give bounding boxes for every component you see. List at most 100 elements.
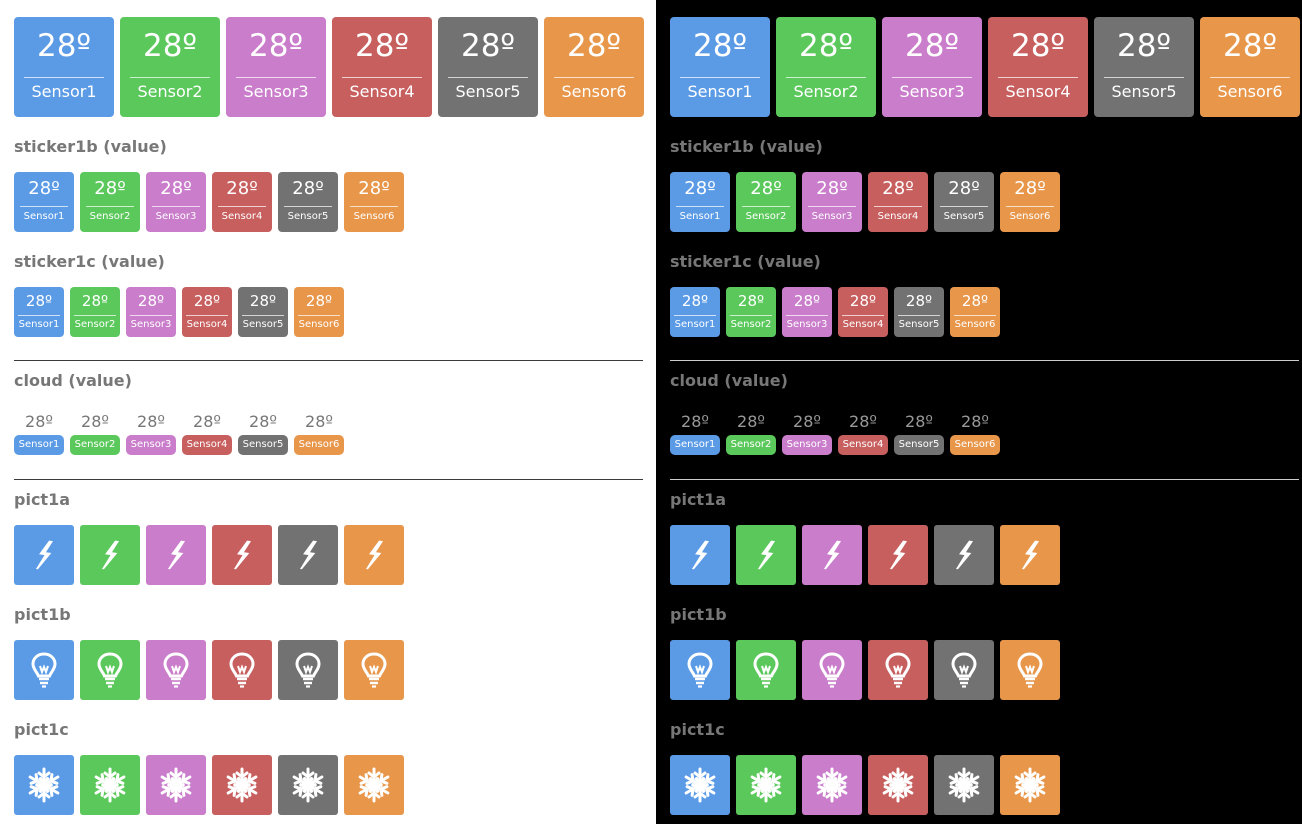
value-divider bbox=[730, 315, 772, 316]
value-divider bbox=[892, 77, 972, 78]
sensor-label: Sensor5 bbox=[455, 82, 521, 101]
value-divider bbox=[898, 315, 940, 316]
sticker1c-tile: 28º Sensor2 bbox=[726, 287, 776, 337]
sensor-value: 28º bbox=[137, 412, 165, 431]
snowflake-icon bbox=[26, 767, 62, 803]
sensor-value: 28º bbox=[905, 412, 933, 431]
sensor-value: 28º bbox=[750, 178, 782, 199]
pict1c-tile bbox=[736, 755, 796, 815]
sensor-label: Sensor1 bbox=[670, 435, 720, 455]
pict1b-tile bbox=[934, 640, 994, 700]
sensor-label: Sensor5 bbox=[242, 319, 284, 330]
sensor-label: Sensor1 bbox=[23, 211, 65, 222]
snowflake-icon bbox=[1012, 767, 1048, 803]
sticker1c-tile: 28º Sensor2 bbox=[70, 287, 120, 337]
sticker1a-tile: 28º Sensor1 bbox=[14, 17, 114, 117]
light-bulb-icon bbox=[359, 651, 389, 689]
sticker1b-row: 28º Sensor1 28º Sensor2 28º Sensor3 28º Sensor4… bbox=[670, 172, 1066, 232]
sticker1c-tile: 28º Sensor5 bbox=[894, 287, 944, 337]
value-divider bbox=[998, 77, 1078, 78]
sticker1a-tile: 28º Sensor3 bbox=[882, 17, 982, 117]
lightning-icon bbox=[95, 538, 125, 572]
value-divider bbox=[74, 315, 116, 316]
pict1c-heading: pict1c bbox=[14, 720, 69, 739]
pict1c-row bbox=[670, 755, 1066, 815]
sensor-value: 28º bbox=[798, 28, 854, 64]
sensor-label: Sensor4 bbox=[221, 211, 263, 222]
sticker1a-tile: 28º Sensor5 bbox=[1094, 17, 1194, 117]
sensor-value: 28º bbox=[882, 178, 914, 199]
value-divider bbox=[298, 315, 340, 316]
sensor-label: Sensor3 bbox=[899, 82, 965, 101]
value-divider bbox=[350, 206, 398, 207]
cloud-row: 28º Sensor1 28º Sensor2 28º Sensor3 28º Sensor4… bbox=[670, 413, 1006, 455]
sticker1a-tile: 28º Sensor4 bbox=[988, 17, 1088, 117]
sensor-value: 28º bbox=[793, 412, 821, 431]
value-divider bbox=[874, 206, 922, 207]
pict1a-tile bbox=[344, 525, 404, 585]
pict1c-tile bbox=[934, 755, 994, 815]
sensor-label: Sensor2 bbox=[89, 211, 131, 222]
snowflake-icon bbox=[224, 767, 260, 803]
lightning-icon bbox=[1015, 538, 1045, 572]
pict1b-tile bbox=[344, 640, 404, 700]
lightning-icon bbox=[293, 538, 323, 572]
sensor-value: 28º bbox=[1010, 28, 1066, 64]
sticker1a-tile: 28º Sensor2 bbox=[120, 17, 220, 117]
lightning-icon bbox=[161, 538, 191, 572]
cloud-tile: 28º Sensor2 bbox=[726, 413, 776, 455]
sensor-label: Sensor6 bbox=[950, 435, 1000, 455]
pict1b-tile bbox=[212, 640, 272, 700]
sensor-value: 28º bbox=[358, 178, 390, 199]
sticker1c-heading: sticker1c (value) bbox=[14, 252, 165, 271]
dark-theme-panel: 28º Sensor1 28º Sensor2 28º Sensor3 28º Sensor4… bbox=[656, 0, 1302, 824]
snowflake-icon bbox=[682, 767, 718, 803]
value-divider bbox=[448, 77, 528, 78]
sensor-value: 28º bbox=[737, 292, 765, 310]
pict1a-tile bbox=[736, 525, 796, 585]
sensor-label: Sensor3 bbox=[126, 435, 176, 455]
value-divider bbox=[152, 206, 200, 207]
sticker1c-tile: 28º Sensor1 bbox=[670, 287, 720, 337]
pict1a-row bbox=[14, 525, 410, 585]
pict1c-tile bbox=[14, 755, 74, 815]
cloud-tile: 28º Sensor6 bbox=[950, 413, 1000, 455]
sensor-label: Sensor6 bbox=[1009, 211, 1051, 222]
light-bulb-icon bbox=[883, 651, 913, 689]
pict1a-heading: pict1a bbox=[670, 490, 726, 509]
snowflake-icon bbox=[356, 767, 392, 803]
pict1a-tile bbox=[670, 525, 730, 585]
pict1c-tile bbox=[212, 755, 272, 815]
sensor-label: Sensor3 bbox=[786, 319, 828, 330]
cloud-tile: 28º Sensor5 bbox=[238, 413, 288, 455]
sensor-value: 28º bbox=[961, 292, 989, 310]
value-divider bbox=[1104, 77, 1184, 78]
light-bulb-icon bbox=[1015, 651, 1045, 689]
light-bulb-icon bbox=[949, 651, 979, 689]
sensor-value: 28º bbox=[292, 178, 324, 199]
pict1b-tile bbox=[736, 640, 796, 700]
sensor-value: 28º bbox=[248, 28, 304, 64]
sensor-label: Sensor6 bbox=[294, 435, 344, 455]
sticker1b-tile: 28º Sensor4 bbox=[212, 172, 272, 232]
sticker1b-tile: 28º Sensor6 bbox=[1000, 172, 1060, 232]
sensor-label: Sensor1 bbox=[18, 319, 60, 330]
sensor-value: 28º bbox=[81, 292, 109, 310]
sensor-label: Sensor5 bbox=[898, 319, 940, 330]
cloud-tile: 28º Sensor3 bbox=[126, 413, 176, 455]
value-divider bbox=[130, 315, 172, 316]
sensor-value: 28º bbox=[142, 28, 198, 64]
sticker1a-tile: 28º Sensor6 bbox=[544, 17, 644, 117]
sticker1b-heading: sticker1b (value) bbox=[670, 137, 823, 156]
pict1b-tile bbox=[1000, 640, 1060, 700]
snowflake-icon bbox=[290, 767, 326, 803]
value-divider bbox=[284, 206, 332, 207]
sensor-value: 28º bbox=[684, 178, 716, 199]
pict1c-tile bbox=[80, 755, 140, 815]
sensor-value: 28º bbox=[816, 178, 848, 199]
value-divider bbox=[680, 77, 760, 78]
sensor-value: 28º bbox=[160, 178, 192, 199]
light-theme-panel: 28º Sensor1 28º Sensor2 28º Sensor3 28º Sensor4… bbox=[14, 17, 644, 815]
sticker1c-tile: 28º Sensor4 bbox=[182, 287, 232, 337]
sensor-value: 28º bbox=[25, 292, 53, 310]
